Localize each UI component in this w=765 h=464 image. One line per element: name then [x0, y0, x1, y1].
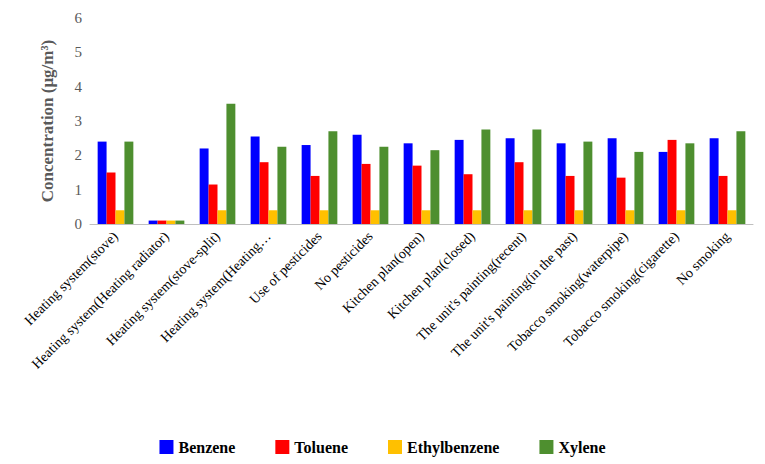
svg-text:5: 5 — [75, 44, 83, 60]
svg-text:0: 0 — [75, 216, 83, 232]
svg-text:The unit's painting(recent): The unit's painting(recent) — [413, 228, 529, 344]
svg-text:No smoking: No smoking — [674, 229, 733, 288]
svg-text:Ethylbenzene: Ethylbenzene — [407, 439, 499, 457]
svg-text:Use of pesticides: Use of pesticides — [247, 229, 325, 307]
svg-text:4: 4 — [75, 79, 83, 95]
svg-text:Benzene: Benzene — [178, 439, 235, 456]
svg-text:Xylene: Xylene — [558, 439, 605, 457]
svg-text:Concentration (μg/m³): Concentration (μg/m³) — [38, 40, 57, 203]
svg-text:Kitchen plan(open): Kitchen plan(open) — [340, 228, 428, 316]
svg-text:2: 2 — [75, 147, 83, 163]
svg-text:No pesticides: No pesticides — [311, 228, 376, 293]
svg-text:Heating system(stove-split): Heating system(stove-split) — [103, 228, 223, 349]
svg-text:Toluene: Toluene — [294, 439, 348, 456]
svg-text:1: 1 — [75, 182, 83, 198]
svg-text:6: 6 — [75, 10, 83, 26]
svg-text:Heating system(Heating…: Heating system(Heating… — [157, 228, 274, 345]
svg-text:Kitchen plan(closed): Kitchen plan(closed) — [385, 228, 479, 322]
svg-text:Heating system(stove): Heating system(stove) — [21, 228, 121, 328]
svg-text:3: 3 — [75, 113, 83, 129]
svg-text:The unit's painting(in the pas: The unit's painting(in the past) — [448, 228, 580, 361]
svg-text:Tobacco smoking(cigarette): Tobacco smoking(cigarette) — [561, 228, 683, 350]
svg-text:Tobacco smoking(waterpipe): Tobacco smoking(waterpipe) — [504, 228, 631, 355]
svg-text:Heating system(Heating radiato: Heating system(Heating radiator) — [28, 228, 172, 372]
